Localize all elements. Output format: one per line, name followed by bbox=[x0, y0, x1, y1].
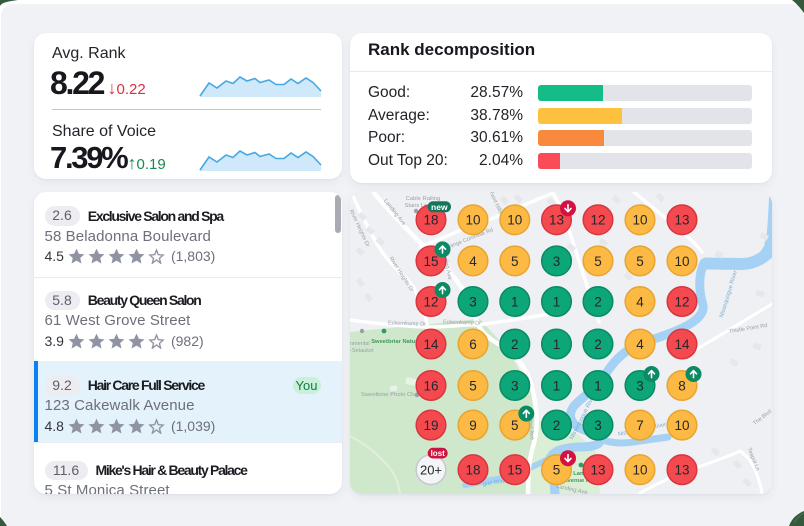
svg-text:River Heights Dr: River Heights Dr bbox=[388, 256, 415, 293]
svg-text:The Blvd: The Blvd bbox=[752, 409, 772, 427]
svg-text:3: 3 bbox=[594, 418, 602, 433]
svg-text:1: 1 bbox=[553, 294, 561, 309]
svg-text:lost: lost bbox=[431, 449, 446, 458]
svg-text:15: 15 bbox=[423, 254, 438, 269]
svg-text:4: 4 bbox=[636, 337, 644, 352]
svg-text:-Setauket: -Setauket bbox=[350, 348, 374, 354]
svg-text:4: 4 bbox=[636, 294, 644, 309]
svg-text:6: 6 bbox=[469, 337, 477, 352]
svg-text:gue River: gue River bbox=[482, 478, 507, 487]
svg-text:18: 18 bbox=[423, 213, 438, 228]
svg-text:13: 13 bbox=[674, 213, 689, 228]
svg-text:7: 7 bbox=[636, 418, 644, 433]
svg-text:Landi: Landi bbox=[573, 471, 589, 477]
svg-text:5: 5 bbox=[469, 378, 477, 393]
svg-text:12: 12 bbox=[590, 213, 605, 228]
svg-text:Nissequogue River: Nissequogue River bbox=[719, 270, 739, 319]
svg-text:10: 10 bbox=[507, 213, 522, 228]
svg-text:Stairs Lookout: Stairs Lookout bbox=[404, 203, 441, 209]
svg-text:1: 1 bbox=[511, 294, 519, 309]
svg-text:Sweetbriar Photo Club: Sweetbriar Photo Club bbox=[361, 392, 419, 398]
svg-text:Landing Ave: Landing Ave bbox=[556, 484, 588, 494]
svg-text:4: 4 bbox=[469, 254, 477, 269]
svg-text:12: 12 bbox=[423, 294, 438, 309]
svg-text:18: 18 bbox=[465, 463, 480, 478]
svg-text:2: 2 bbox=[594, 337, 602, 352]
svg-text:10: 10 bbox=[465, 213, 480, 228]
svg-text:20+: 20+ bbox=[420, 462, 442, 477]
svg-text:5: 5 bbox=[511, 418, 519, 433]
svg-text:new: new bbox=[431, 202, 448, 212]
svg-text:Cable Railing: Cable Railing bbox=[406, 196, 440, 202]
svg-text:Landing Ave: Landing Ave bbox=[382, 198, 406, 227]
svg-text:2: 2 bbox=[594, 294, 602, 309]
svg-text:Thistle Point Rd: Thistle Point Rd bbox=[729, 323, 768, 335]
svg-text:16: 16 bbox=[423, 378, 438, 393]
svg-text:1: 1 bbox=[594, 378, 602, 393]
svg-text:5: 5 bbox=[511, 254, 519, 269]
svg-text:5: 5 bbox=[636, 254, 644, 269]
svg-text:Avenue Park: Avenue Park bbox=[564, 478, 600, 484]
svg-text:10: 10 bbox=[632, 213, 647, 228]
svg-text:Sweetbriar Natura: Sweetbriar Natura bbox=[371, 339, 421, 345]
svg-text:10: 10 bbox=[674, 418, 689, 433]
svg-text:nmental: nmental bbox=[350, 341, 370, 347]
svg-text:14: 14 bbox=[674, 337, 690, 352]
svg-text:3: 3 bbox=[469, 294, 477, 309]
svg-text:5: 5 bbox=[553, 463, 561, 478]
svg-text:3: 3 bbox=[636, 378, 644, 393]
svg-text:10: 10 bbox=[674, 254, 689, 269]
svg-text:13: 13 bbox=[590, 463, 605, 478]
svg-text:Eckernkamp Dr: Eckernkamp Dr bbox=[443, 319, 481, 326]
svg-text:19: 19 bbox=[423, 418, 438, 433]
svg-text:2: 2 bbox=[511, 337, 519, 352]
svg-text:12: 12 bbox=[674, 294, 689, 309]
svg-text:8: 8 bbox=[678, 378, 686, 393]
svg-text:9: 9 bbox=[469, 418, 477, 433]
svg-text:1: 1 bbox=[553, 378, 561, 393]
svg-text:3: 3 bbox=[511, 378, 519, 393]
svg-text:2: 2 bbox=[553, 418, 561, 433]
svg-text:15: 15 bbox=[507, 463, 522, 478]
svg-text:13: 13 bbox=[549, 213, 564, 228]
svg-text:1: 1 bbox=[553, 337, 561, 352]
svg-text:13: 13 bbox=[674, 463, 689, 478]
svg-text:3: 3 bbox=[553, 254, 561, 269]
svg-text:14: 14 bbox=[423, 337, 439, 352]
svg-text:5: 5 bbox=[594, 254, 602, 269]
svg-text:10: 10 bbox=[632, 463, 647, 478]
svg-text:Eckernkamp Dr: Eckernkamp Dr bbox=[388, 320, 426, 327]
